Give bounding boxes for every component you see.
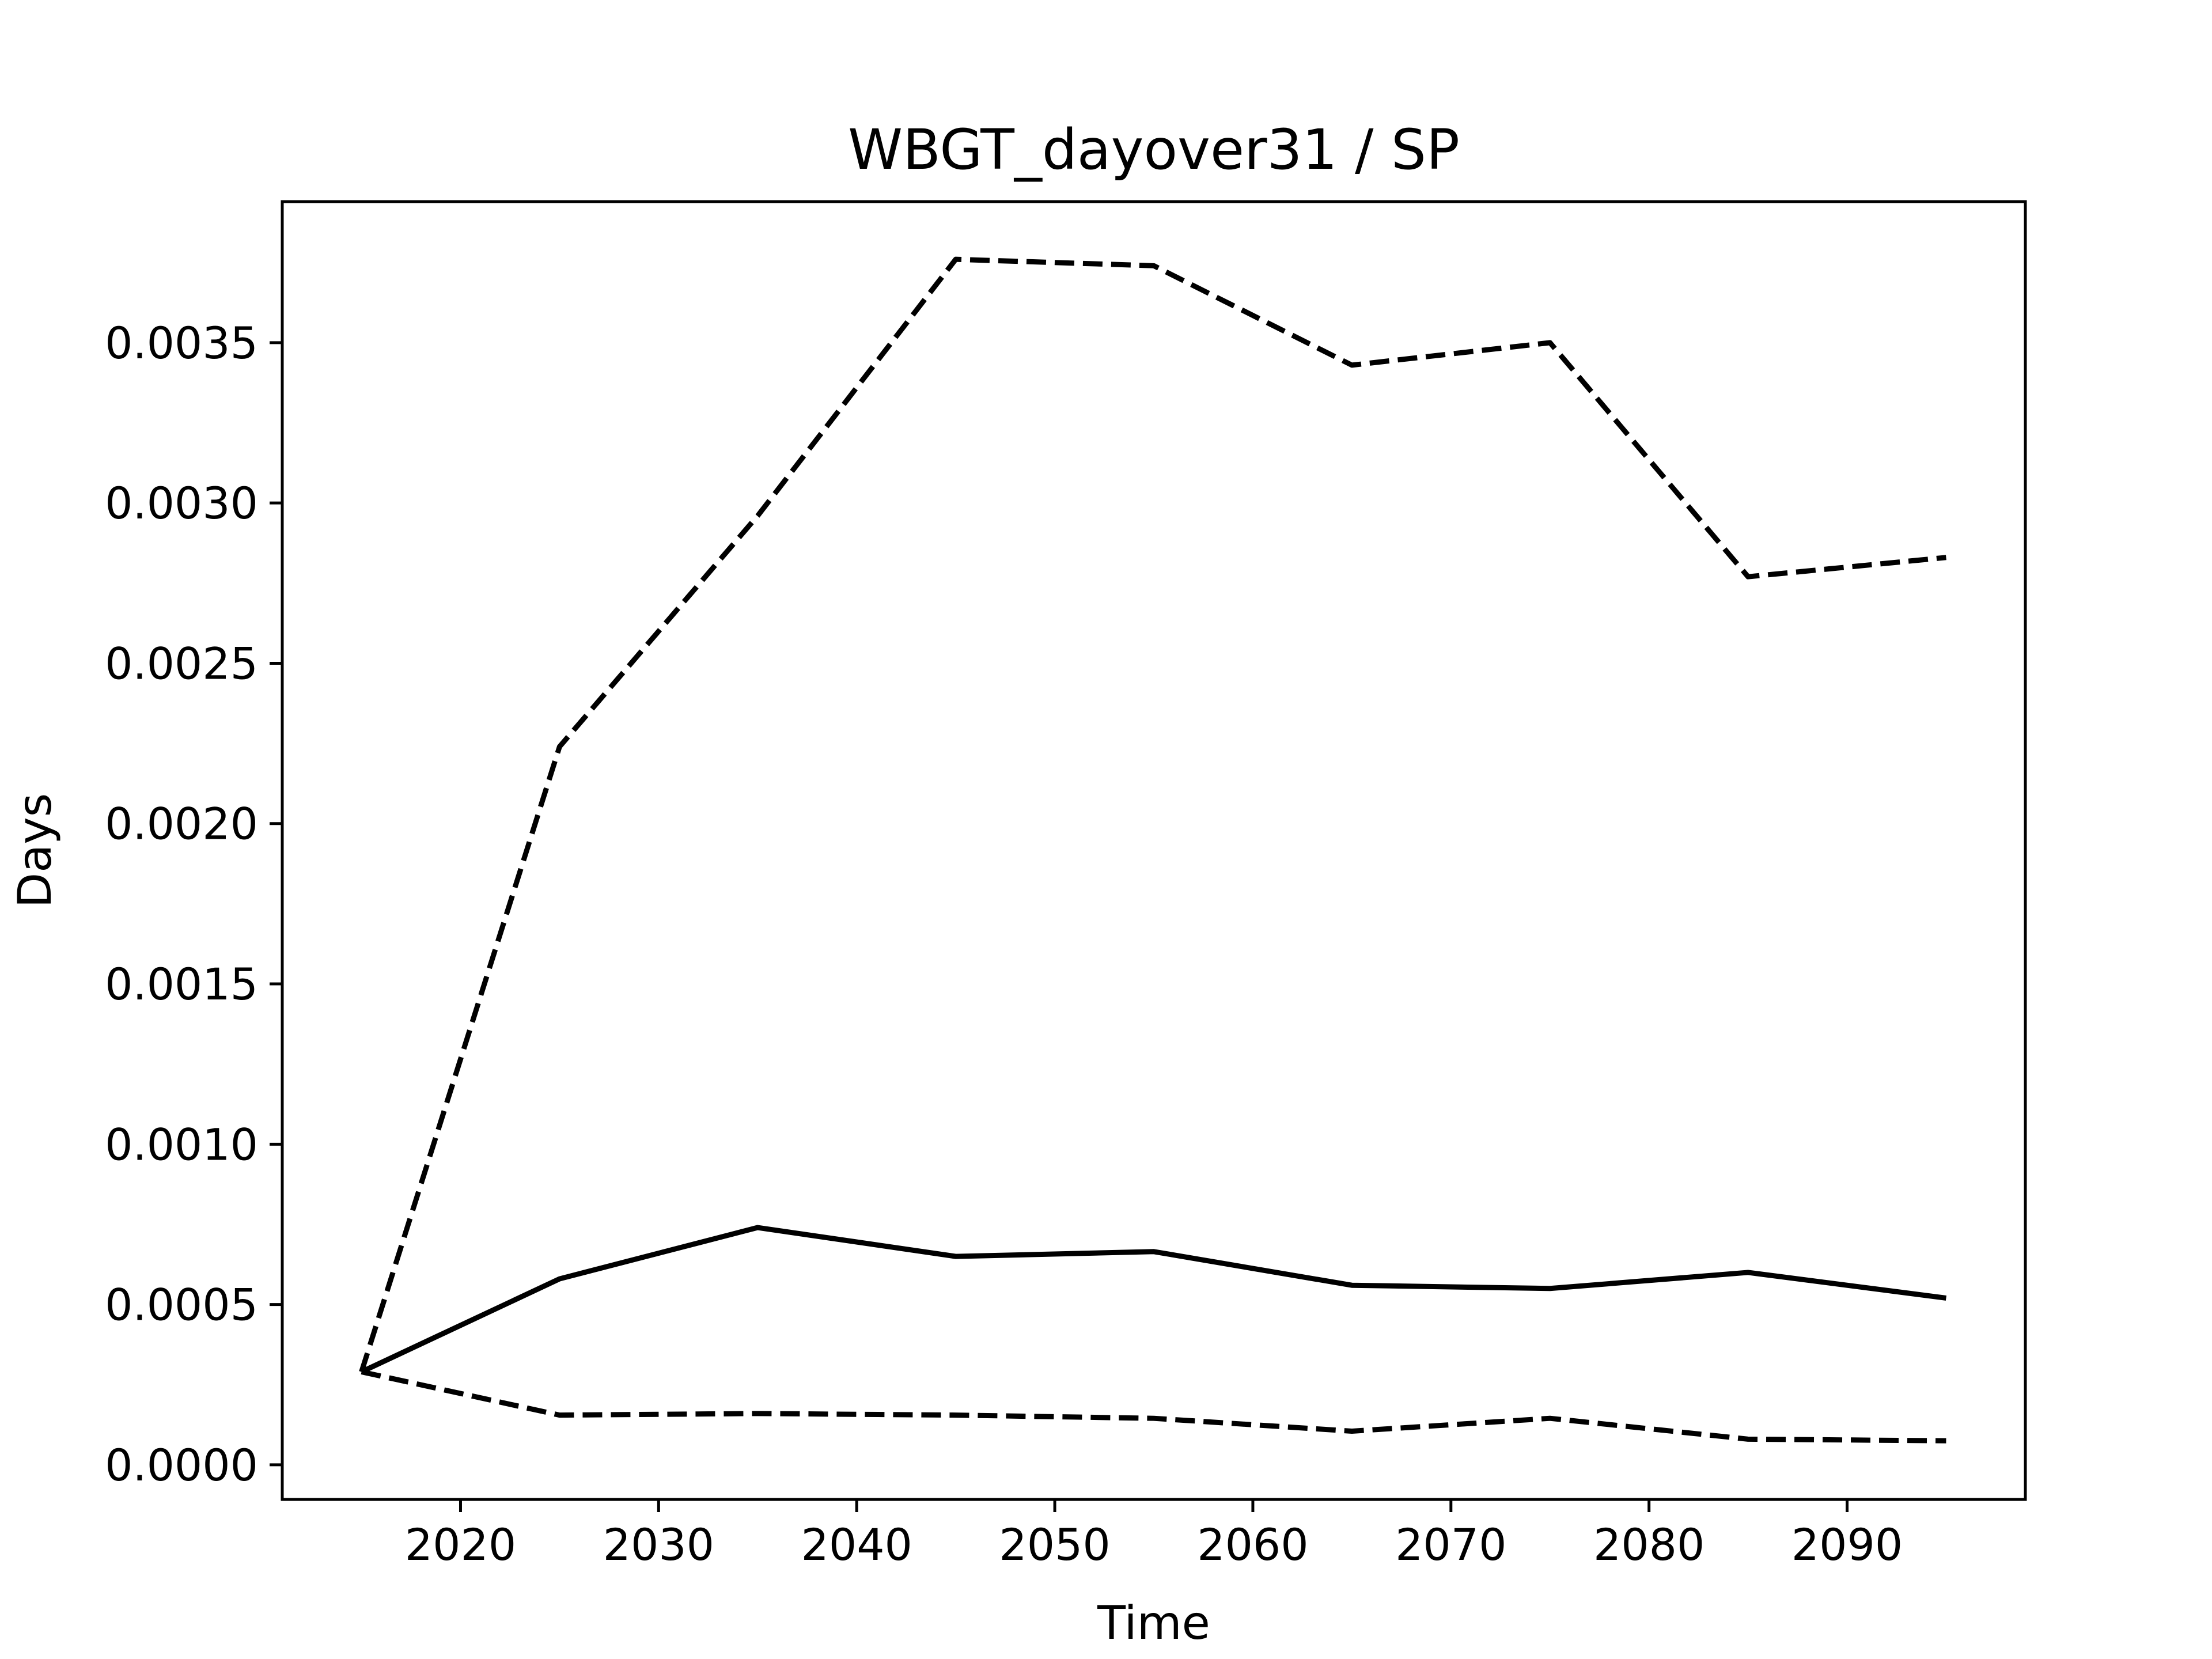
- y-tick-label: 0.0010: [105, 1119, 258, 1170]
- x-tick-label: 2050: [999, 1519, 1110, 1570]
- y-tick-label: 0.0000: [105, 1440, 258, 1491]
- y-tick-label: 0.0020: [105, 798, 258, 850]
- y-tick-label: 0.0025: [105, 638, 258, 689]
- x-tick-label: 2020: [405, 1519, 516, 1570]
- x-axis-label: Time: [1097, 1596, 1210, 1650]
- y-tick-label: 0.0035: [105, 317, 258, 369]
- x-tick-label: 2090: [1791, 1519, 1903, 1570]
- y-tick-label: 0.0030: [105, 478, 258, 529]
- x-tick-label: 2080: [1593, 1519, 1705, 1570]
- y-axis: 0.0000 0.0005 0.0010 0.0015 0.0020 0.0025 0.00…: [105, 317, 282, 1491]
- x-tick-label: 2040: [801, 1519, 912, 1570]
- series-layer: [359, 256, 1947, 1444]
- plot-area-frame: [281, 200, 2027, 1501]
- y-tick-label: 0.0015: [105, 959, 258, 1010]
- chart-title: WBGT_dayover31 / SP: [848, 118, 1460, 182]
- x-tick-label: 2030: [603, 1519, 714, 1570]
- y-axis-label: Days: [8, 793, 62, 908]
- y-tick-label: 0.0005: [105, 1279, 258, 1331]
- x-tick-label: 2070: [1395, 1519, 1506, 1570]
- x-tick-label: 2060: [1197, 1519, 1308, 1570]
- solid-series-line-0: [360, 1225, 1947, 1374]
- dashed-series-line-1: [359, 256, 1946, 1373]
- x-axis: 2020 2030 2040 2050 2060 2070 2080 2090: [405, 1499, 1903, 1570]
- dashed-series-line-2: [361, 1369, 1946, 1444]
